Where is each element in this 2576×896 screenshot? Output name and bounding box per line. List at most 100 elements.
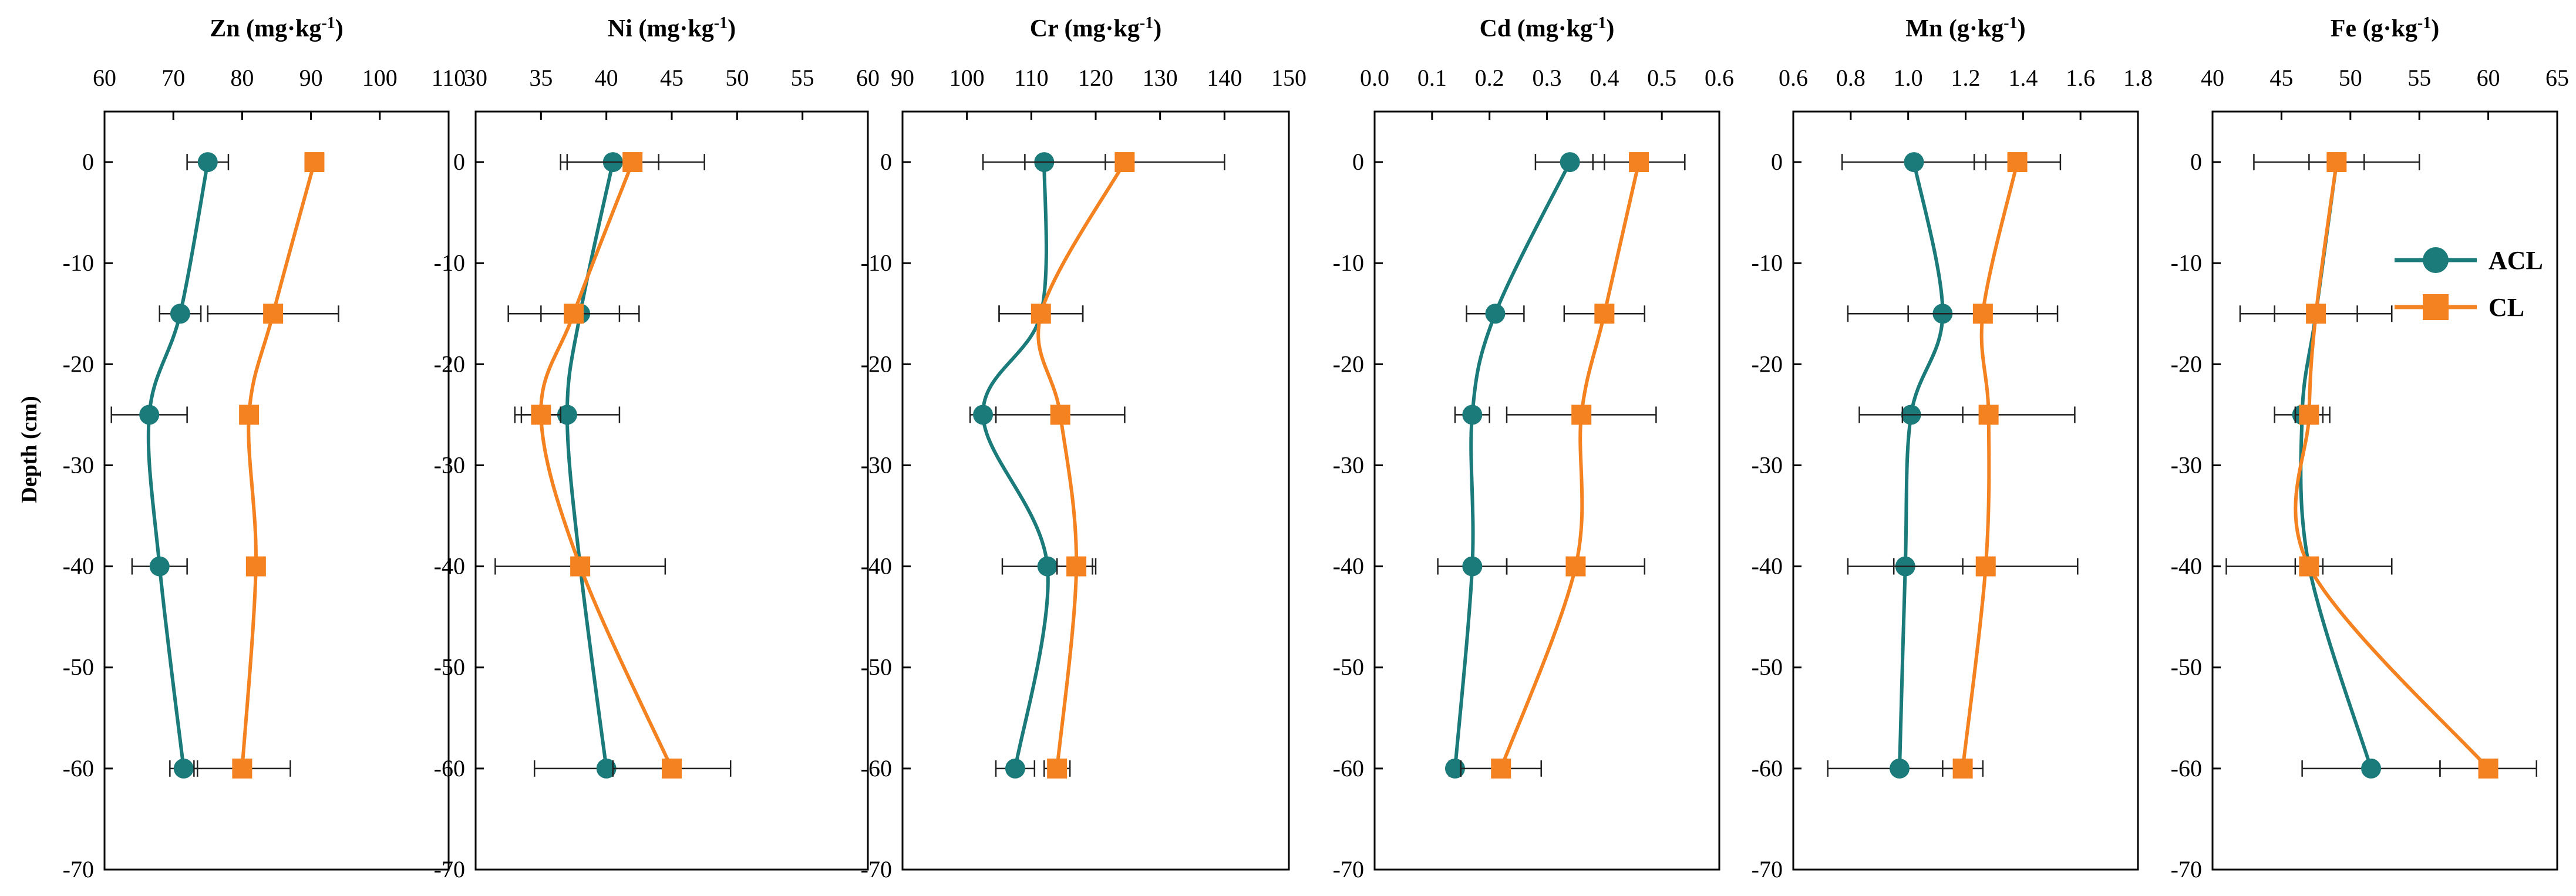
data-point-acl [1037,556,1058,577]
x-tick-label: 0.3 [1533,65,1562,91]
series-line-cl [240,161,316,769]
y-tick-label: -70 [2171,856,2202,882]
data-point-cl [245,556,266,577]
y-tick-label: -50 [434,654,465,681]
series-line-acl [1898,161,1945,769]
y-tick-label: -60 [1752,755,1783,782]
y-tick-label: -50 [2171,654,2202,681]
y-tick-label: 0 [1352,149,1364,175]
x-tick-label: 40 [595,65,618,91]
data-point-cl [1972,304,1993,324]
data-point-cl [2326,152,2347,173]
y-tick-label: -30 [1333,452,1364,478]
x-tick-label: 1.0 [1894,65,1923,91]
data-point-cl [1594,304,1615,324]
data-point-cl [1047,758,1068,779]
y-tick-label: -50 [1752,654,1783,681]
y-tick-label: -40 [861,553,892,580]
panel-title: Zn (mg·kg-1) [210,14,344,42]
data-point-acl [1444,758,1465,779]
panel-frame [103,110,450,871]
x-tick-label: 0.0 [1360,65,1389,91]
data-point-acl [1904,152,1924,173]
y-axis-label: Depth (cm) [17,396,42,503]
panel-title: Fe (g·kg-1) [2331,14,2439,42]
panel-frame [901,110,1290,871]
data-point-cl [1975,556,1996,577]
panel-title: Cr (mg·kg-1) [1030,14,1161,42]
x-tick-label: 0.8 [1836,65,1866,91]
series-line-acl [2299,161,2373,769]
x-tick-label: 60 [856,65,880,91]
x-tick-label: 0.5 [1647,65,1676,91]
data-point-acl [173,758,194,779]
x-tick-label: 1.2 [1951,65,1981,91]
data-point-acl [1462,556,1483,577]
x-tick-label: 150 [1271,65,1306,91]
x-tick-label: 65 [2545,65,2569,91]
data-point-cl [1050,405,1070,425]
data-point-cl [1114,152,1135,173]
y-tick-label: -70 [861,856,892,882]
y-tick-label: -10 [1752,250,1783,276]
x-tick-label: 35 [529,65,553,91]
panel-title: Mn (g·kg-1) [1905,14,2025,42]
x-tick-label: 0.2 [1475,65,1504,91]
data-point-cl [564,304,584,324]
panel-ni: Ni (mg·kg-1) 30 35 40 45 50 55 60 0 -10 -20 -30 -40 -… [434,14,880,882]
y-tick-label: -50 [1333,654,1364,681]
data-point-acl [1462,405,1483,425]
y-tick-label: -40 [1752,553,1783,580]
data-point-acl [2361,758,2382,779]
data-point-cl [232,758,252,779]
data-point-cl [2007,152,2028,173]
data-point-cl [531,405,551,425]
y-tick-label: -60 [63,755,94,782]
y-tick-label: -30 [861,452,892,478]
data-point-cl [2299,405,2319,425]
x-tick-label: 90 [299,65,323,91]
panel-title: Cd (mg·kg-1) [1480,14,1615,42]
data-point-cl [2306,304,2326,324]
data-point-cl [1491,758,1511,779]
x-tick-label: 55 [791,65,814,91]
y-tick-label: -50 [63,654,94,681]
data-point-cl [2299,556,2319,577]
y-tick-label: -70 [1333,856,1364,882]
panel-zn: Zn (mg·kg-1) 60 70 80 90 100 110 0 -10 -20 -30 -40 -… [63,14,466,882]
x-tick-label: 50 [725,65,749,91]
x-tick-label: 30 [464,65,487,91]
x-tick-label: 70 [161,65,185,91]
y-tick-label: -30 [1752,452,1783,478]
y-tick-label: -70 [1752,856,1783,882]
data-point-acl [557,405,577,425]
y-tick-label: -70 [63,856,94,882]
data-point-cl [1565,556,1586,577]
y-tick-label: -20 [1752,351,1783,377]
y-tick-label: -20 [434,351,465,377]
x-tick-label: 60 [2477,65,2500,91]
y-tick-label: -70 [434,856,465,882]
data-point-cl [1952,758,1973,779]
y-tick-label: -20 [63,351,94,377]
y-tick-label: -60 [2171,755,2202,782]
panel-frame [2211,110,2558,871]
data-point-cl [304,152,325,173]
panel-frame [474,110,869,871]
legend: ACL CL [2395,246,2543,322]
data-point-acl [1560,152,1580,173]
x-tick-label: 0.6 [1705,65,1734,91]
x-tick-label: 80 [230,65,254,91]
series-line-cl [539,161,674,770]
series-line-cl [1961,161,2019,769]
data-point-acl [149,556,170,577]
y-tick-label: -30 [434,452,465,478]
data-point-acl [973,405,994,425]
x-tick-label: 130 [1143,65,1178,91]
panel-mn: Mn (g·kg-1) 0.6 0.8 1.0 1.2 1.4 1.6 1.8 0 -10 -20 -… [1752,14,2153,882]
y-tick-label: -10 [63,250,94,276]
panel-title: Ni (mg·kg-1) [608,14,736,42]
x-tick-label: 1.6 [2066,65,2095,91]
